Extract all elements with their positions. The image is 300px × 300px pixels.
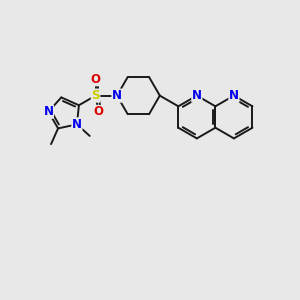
Text: O: O xyxy=(91,73,100,86)
Text: N: N xyxy=(44,105,53,118)
Text: N: N xyxy=(229,89,239,102)
Text: S: S xyxy=(91,89,100,102)
Text: N: N xyxy=(72,118,82,131)
Text: N: N xyxy=(112,89,122,102)
Text: N: N xyxy=(192,89,202,102)
Text: O: O xyxy=(94,106,103,118)
